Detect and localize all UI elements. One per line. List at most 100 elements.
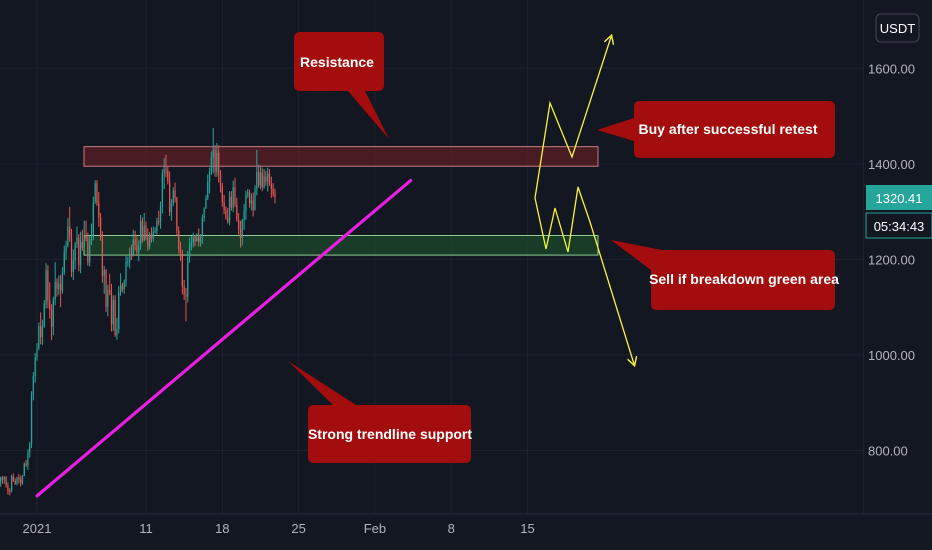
candle-body — [59, 283, 62, 291]
candle-body — [245, 194, 247, 212]
candle-body — [3, 477, 5, 480]
candle-body — [110, 292, 113, 325]
candle-body — [41, 326, 44, 338]
candle-body — [21, 475, 24, 484]
candle-body — [123, 282, 125, 290]
candle-body — [208, 171, 211, 183]
callout-resistance[interactable]: Resistance — [294, 32, 389, 139]
candle-body — [89, 240, 91, 263]
candle-body — [230, 196, 233, 208]
candle-body — [129, 254, 131, 262]
candle-body — [52, 299, 54, 327]
candles — [0, 128, 276, 496]
price-tick-label: 1400.00 — [868, 157, 915, 172]
candle-body — [116, 329, 118, 335]
candle-body — [187, 257, 189, 297]
candle-body — [238, 219, 240, 230]
candle-body — [250, 200, 253, 204]
candle-body — [139, 220, 142, 247]
candle-body — [125, 261, 127, 283]
candle-body — [63, 252, 65, 273]
candle-body — [121, 285, 124, 290]
candle-body — [178, 230, 180, 250]
candle-body — [203, 208, 205, 218]
candle-body — [145, 225, 147, 238]
candle-body — [56, 281, 58, 290]
price-tick-label: 1000.00 — [868, 348, 915, 363]
candle-body — [156, 221, 158, 232]
candle-body — [272, 188, 274, 194]
bullish-projection-arrow[interactable] — [534, 37, 611, 199]
candle-body — [130, 254, 133, 256]
candle-body — [274, 193, 276, 198]
candle-body — [49, 300, 51, 311]
candle-body — [45, 270, 47, 304]
candle-body — [154, 231, 156, 233]
candle-body — [247, 192, 249, 195]
candle-body — [25, 463, 27, 466]
last-price-badge: 1320.41 — [866, 185, 932, 210]
candle-body — [0, 477, 2, 482]
candle-body — [243, 211, 245, 221]
candle-body — [12, 476, 15, 482]
candle-body — [103, 270, 105, 277]
candle-body — [85, 235, 87, 240]
candle-body — [199, 235, 202, 243]
candle-body — [39, 325, 42, 338]
candle-body — [23, 463, 25, 476]
candle-body — [236, 204, 238, 220]
time-axis-labels[interactable]: 2021 11 18 25 Feb 8 15 — [23, 521, 535, 536]
candle-body — [207, 182, 209, 199]
candle-body — [16, 477, 18, 484]
candle-body — [136, 245, 138, 252]
time-tick-label: 18 — [215, 521, 229, 536]
callout-resistance-text: Resistance — [300, 54, 374, 70]
candle-body — [241, 220, 243, 239]
candle-body — [96, 183, 98, 204]
candle-body — [67, 226, 69, 247]
candle-body — [9, 491, 11, 493]
bearish-projection-arrow[interactable] — [534, 186, 634, 364]
candle-body — [90, 236, 93, 241]
time-tick-label: 8 — [448, 521, 455, 536]
candle-body — [7, 485, 9, 492]
candle-body — [183, 286, 185, 295]
candle-body — [10, 476, 13, 492]
price-tick-label: 1200.00 — [868, 252, 915, 267]
callout-trend[interactable]: Strong trendline support — [288, 361, 472, 463]
price-axis[interactable] — [864, 0, 932, 514]
candle-body — [148, 234, 151, 247]
time-tick-label: 25 — [291, 521, 305, 536]
candle-body — [132, 239, 134, 255]
candle-body — [161, 173, 163, 206]
currency-label: USDT — [880, 21, 915, 36]
candle-body — [29, 444, 31, 453]
candle-body — [69, 226, 71, 237]
countdown-text: 05:34:43 — [874, 219, 925, 234]
candle-body — [105, 270, 107, 307]
candle-body — [221, 186, 223, 203]
candle-body — [159, 205, 162, 223]
callout-buy[interactable]: Buy after successful retest — [597, 101, 835, 158]
currency-button[interactable]: USDT — [875, 13, 920, 43]
candle-body — [201, 217, 203, 236]
candle-body — [150, 234, 153, 239]
candle-body — [5, 477, 7, 486]
candle-body — [185, 294, 187, 297]
resistance-zone[interactable] — [83, 146, 599, 167]
price-tick-label: 1600.00 — [868, 61, 915, 76]
candle-body — [81, 241, 84, 248]
callout-sell[interactable]: Sell if breakdown green area — [611, 240, 839, 310]
candle-body — [248, 192, 251, 204]
candle-body — [98, 203, 100, 218]
candle-body — [165, 169, 167, 171]
candle-body — [192, 236, 194, 243]
trendline[interactable] — [35, 178, 413, 498]
candle-body — [219, 174, 222, 187]
candle-body — [228, 196, 231, 222]
candle-body — [163, 169, 165, 174]
price-tick-label: 800.00 — [868, 443, 908, 458]
candle-body — [79, 241, 82, 266]
candle-body — [74, 244, 76, 261]
